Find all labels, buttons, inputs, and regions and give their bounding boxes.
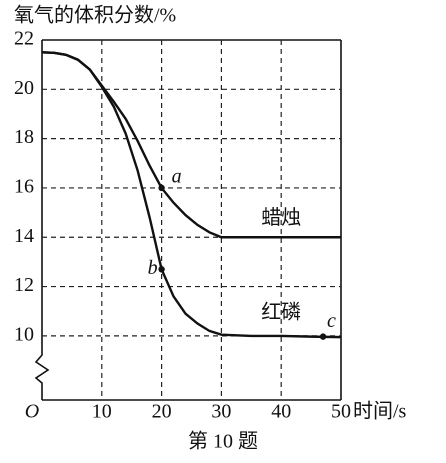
annotation-point xyxy=(158,184,165,192)
x-axis-label: 时间/s xyxy=(353,400,407,423)
annotation-label: a xyxy=(172,166,182,188)
y-tick-label: 20 xyxy=(14,77,34,99)
y-tick-label: 22 xyxy=(14,28,34,50)
x-tick-label: 30 xyxy=(211,401,231,423)
caption: 第 10 题 xyxy=(188,430,258,453)
y-tick-label: 12 xyxy=(14,274,34,296)
annotation-point xyxy=(319,333,327,340)
y-tick-label: 16 xyxy=(14,176,34,198)
annotation-point xyxy=(158,266,165,273)
y-axis xyxy=(34,40,50,400)
series-label: 蜡烛 xyxy=(261,206,301,229)
x-tick-label: 20 xyxy=(152,401,172,423)
annotation-label: c xyxy=(327,310,336,332)
x-tick-label: 50 xyxy=(331,401,351,423)
y-tick-label: 14 xyxy=(14,225,34,247)
y-tick-label: 18 xyxy=(14,126,34,148)
annotation-label: b xyxy=(148,257,158,279)
x-tick-label: 10 xyxy=(92,401,112,423)
x-tick-label: 40 xyxy=(271,401,291,423)
y-axis-label: 氧气的体积分数/% xyxy=(14,4,176,27)
series-label: 红磷 xyxy=(261,300,301,323)
y-tick-label: 10 xyxy=(14,323,34,345)
x-tick-label: O xyxy=(25,401,39,423)
series-line xyxy=(41,51,342,339)
